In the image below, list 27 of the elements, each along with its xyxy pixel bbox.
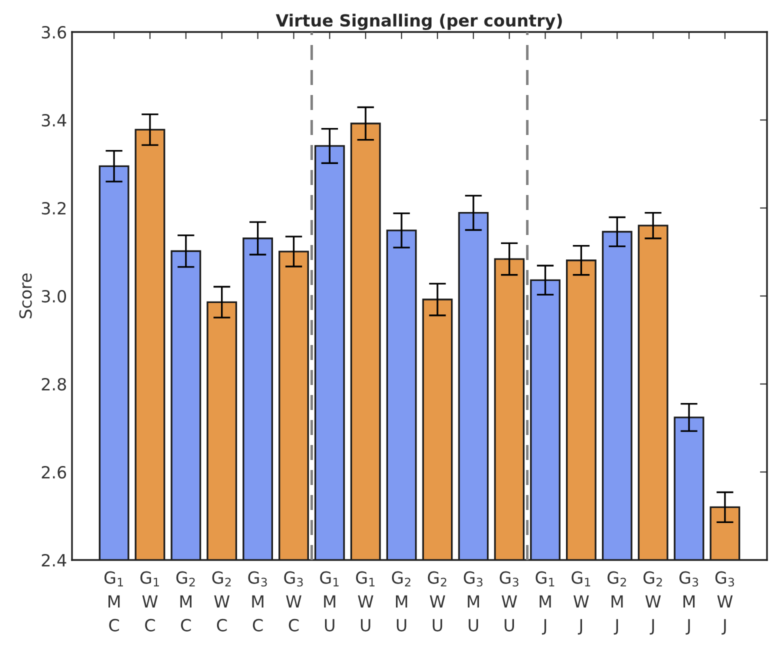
x-tick-label: G$_{1}$ W U xyxy=(356,571,375,632)
x-tick-label: G$_{3}$ M J xyxy=(679,571,698,635)
y-axis-title: Score xyxy=(19,274,32,318)
x-tick-label: G$_{3}$ W U xyxy=(500,571,518,632)
x-tick-label: G$_{1}$ W C xyxy=(140,571,159,632)
y-tick-label: 2.8 xyxy=(42,378,66,391)
x-tick-label: G$_{1}$ M U xyxy=(320,571,339,632)
y-tick-label: 3.2 xyxy=(42,202,66,215)
x-tick-label: G$_{2}$ W J xyxy=(644,571,662,635)
x-tick-label: G$_{2}$ M J xyxy=(608,571,626,635)
y-tick-label: 3.6 xyxy=(42,26,66,39)
x-tick-label: G$_{2}$ M U xyxy=(392,571,410,632)
x-tick-label: G$_{1}$ W J xyxy=(572,571,590,635)
y-tick-label: 2.4 xyxy=(42,554,66,566)
x-tick-label: G$_{2}$ W C xyxy=(212,571,231,632)
chart-title: Virtue Signalling (per country) xyxy=(276,14,562,30)
x-tick-label: G$_{3}$ M U xyxy=(464,571,482,632)
x-tick-label: G$_{3}$ W C xyxy=(284,571,303,632)
x-tick-label: G$_{1}$ M C xyxy=(104,571,123,632)
x-tick-label: G$_{3}$ M C xyxy=(248,571,267,632)
x-tick-label: G$_{2}$ W U xyxy=(428,571,446,632)
x-tick-label: G$_{2}$ M C xyxy=(176,571,195,632)
y-tick-label: 3.0 xyxy=(42,290,66,303)
x-tick-label: G$_{1}$ M J xyxy=(536,571,554,635)
y-tick-label: 3.4 xyxy=(42,114,66,127)
x-tick-label: G$_{3}$ W J xyxy=(715,571,734,635)
y-tick-label: 2.6 xyxy=(42,466,66,479)
